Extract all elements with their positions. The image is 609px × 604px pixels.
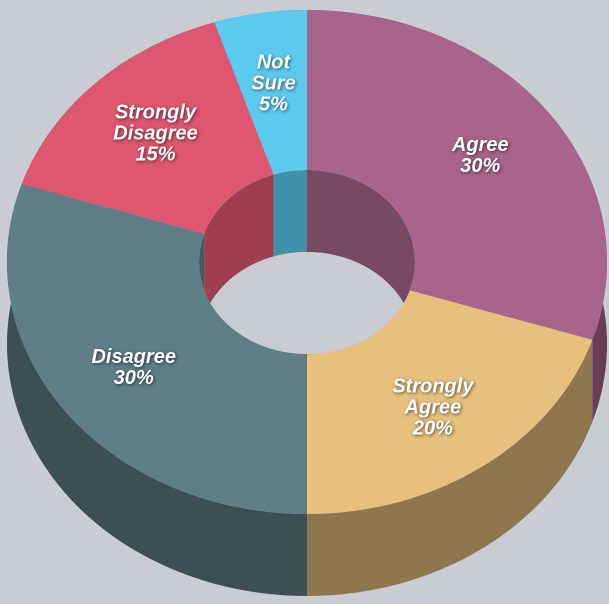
- slice-side: [307, 339, 593, 596]
- slice: [214, 10, 307, 175]
- slice-label: Disagree 30%: [74, 347, 194, 389]
- category-label: Disagree: [91, 346, 176, 369]
- slice: [7, 184, 307, 514]
- value-label: 5%: [259, 93, 288, 116]
- hole-floor: [199, 252, 415, 354]
- slice: [307, 290, 593, 514]
- slice-label: Strongly Agree 20%: [373, 375, 493, 440]
- slice: [21, 22, 274, 234]
- hole-wall: [307, 170, 415, 354]
- hole-wall: [204, 174, 274, 316]
- category-label: Strongly Disagree: [113, 101, 198, 145]
- slice-label: Not Sure 5%: [213, 52, 333, 115]
- slice: [307, 10, 607, 340]
- value-label: 20%: [412, 417, 453, 440]
- category-label: Agree: [451, 133, 509, 156]
- category-label: Strongly Agree: [392, 375, 474, 419]
- slice-label: Strongly Disagree 15%: [96, 101, 216, 166]
- slice-label: Agree 30%: [420, 133, 540, 177]
- value-label: 30%: [460, 154, 501, 177]
- value-label: 30%: [113, 367, 154, 390]
- category-label: Not Sure: [251, 51, 296, 95]
- hole-wall: [273, 170, 307, 257]
- value-label: 15%: [135, 143, 176, 166]
- slice-side: [7, 184, 307, 596]
